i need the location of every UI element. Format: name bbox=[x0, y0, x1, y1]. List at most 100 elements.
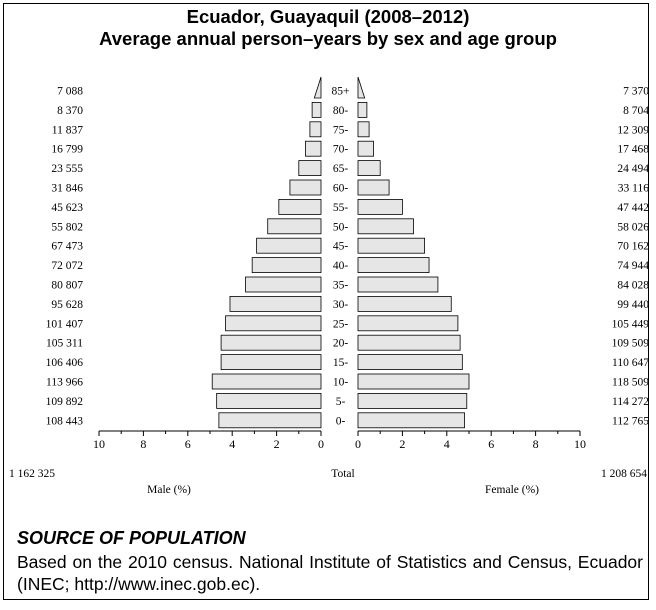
age-group-label: 15- bbox=[333, 357, 349, 369]
female-bar bbox=[357, 257, 430, 274]
chart-subtitle: Average annual person–years by sex and a… bbox=[99, 28, 557, 49]
female-bar bbox=[357, 392, 468, 409]
female-tick-label: 10 bbox=[574, 437, 586, 451]
female-count-label: 47 442 bbox=[617, 202, 649, 214]
male-count-label: 45 623 bbox=[51, 202, 83, 214]
male-count-label: 101 407 bbox=[46, 318, 84, 330]
age-group-label: 45- bbox=[333, 241, 349, 253]
female-count-label: 118 509 bbox=[612, 377, 649, 389]
male-bar bbox=[216, 392, 322, 409]
female-bar bbox=[357, 76, 366, 99]
male-axis-title: Male (%) bbox=[147, 484, 191, 496]
female-bar bbox=[357, 218, 414, 235]
female-count-label: 70 162 bbox=[617, 241, 649, 253]
age-group-label: 60- bbox=[333, 183, 349, 195]
female-count-label: 74 944 bbox=[617, 260, 649, 272]
female-count-label: 33 116 bbox=[618, 183, 649, 195]
male-count-label: 95 628 bbox=[51, 299, 83, 311]
male-bar bbox=[311, 102, 322, 118]
age-group-label: 35- bbox=[333, 280, 349, 292]
female-count-label: 105 449 bbox=[612, 318, 650, 330]
male-bar bbox=[267, 218, 322, 235]
male-count-label: 108 443 bbox=[46, 415, 84, 427]
male-count-label: 23 555 bbox=[51, 163, 83, 175]
female-bar bbox=[357, 102, 368, 118]
male-tick-label: 4 bbox=[229, 437, 235, 451]
female-count-label: 8 704 bbox=[623, 105, 649, 117]
male-count-label: 7 088 bbox=[57, 86, 83, 98]
age-group-label: 75- bbox=[333, 124, 349, 136]
male-bar bbox=[256, 237, 322, 254]
female-bar bbox=[357, 237, 425, 254]
male-bar bbox=[289, 179, 322, 196]
female-count-label: 58 026 bbox=[617, 221, 649, 233]
female-count-label: 112 765 bbox=[612, 415, 649, 427]
age-group-label: 50- bbox=[333, 221, 349, 233]
total-label: Total bbox=[331, 468, 354, 480]
female-count-label: 17 468 bbox=[617, 144, 649, 156]
female-tick-label: 0 bbox=[355, 437, 361, 451]
figure-frame bbox=[3, 3, 649, 600]
male-bar bbox=[313, 76, 322, 99]
age-group-label: 80- bbox=[333, 105, 349, 117]
male-tick-label: 0 bbox=[318, 437, 324, 451]
male-bar bbox=[211, 373, 322, 390]
female-bar bbox=[357, 160, 381, 177]
age-group-label: 0- bbox=[336, 415, 346, 427]
female-bar bbox=[357, 295, 452, 312]
source-heading: SOURCE OF POPULATION bbox=[17, 528, 246, 548]
male-count-label: 67 473 bbox=[51, 241, 83, 253]
male-count-label: 106 406 bbox=[46, 357, 84, 369]
female-bar bbox=[357, 315, 459, 332]
female-bar bbox=[357, 276, 439, 293]
source-text: Based on the 2010 census. National Insti… bbox=[17, 552, 643, 594]
male-tick-label: 2 bbox=[274, 437, 280, 451]
female-count-label: 114 272 bbox=[612, 396, 649, 408]
age-group-label: 20- bbox=[333, 338, 349, 350]
male-count-label: 16 799 bbox=[51, 144, 83, 156]
female-count-label: 12 309 bbox=[617, 124, 649, 136]
age-group-label: 70- bbox=[333, 144, 349, 156]
female-count-label: 24 494 bbox=[617, 163, 649, 175]
female-count-label: 110 647 bbox=[612, 357, 649, 369]
male-bar bbox=[278, 198, 322, 215]
male-tick-label: 10 bbox=[93, 437, 105, 451]
female-bar bbox=[357, 373, 470, 390]
male-count-label: 113 966 bbox=[46, 377, 83, 389]
female-tick-label: 2 bbox=[399, 437, 405, 451]
male-bar bbox=[309, 121, 322, 138]
female-bar bbox=[357, 179, 390, 196]
female-count-label: 99 440 bbox=[617, 299, 649, 311]
male-bar bbox=[305, 140, 322, 157]
male-tick-label: 8 bbox=[140, 437, 146, 451]
male-bar bbox=[298, 160, 322, 177]
female-bar bbox=[357, 121, 370, 138]
female-tick-label: 8 bbox=[533, 437, 539, 451]
age-group-label: 65- bbox=[333, 163, 349, 175]
male-count-label: 109 892 bbox=[46, 396, 84, 408]
male-count-label: 11 837 bbox=[52, 124, 83, 136]
age-group-label: 55- bbox=[333, 202, 349, 214]
age-group-label: 85+ bbox=[332, 86, 350, 98]
age-group-label: 25- bbox=[333, 318, 349, 330]
female-count-label: 7 370 bbox=[623, 86, 649, 98]
male-count-label: 31 846 bbox=[51, 183, 83, 195]
age-group-label: 30- bbox=[333, 299, 349, 311]
male-tick-label: 6 bbox=[185, 437, 191, 451]
male-bar bbox=[245, 276, 322, 293]
chart-title: Ecuador, Guayaquil (2008–2012) bbox=[186, 6, 470, 27]
male-count-label: 105 311 bbox=[46, 338, 83, 350]
male-bar bbox=[229, 295, 322, 312]
female-axis-title: Female (%) bbox=[485, 484, 539, 496]
male-bar bbox=[225, 315, 322, 332]
male-count-label: 55 802 bbox=[51, 221, 83, 233]
female-count-label: 84 028 bbox=[617, 280, 649, 292]
population-pyramid-chart: 0- 108 443 112 765 5- 109 892 114 272 10- 113 9… bbox=[9, 76, 650, 496]
female-bar bbox=[357, 412, 465, 429]
male-total-label: 1 162 325 bbox=[9, 468, 55, 480]
age-group-label: 10- bbox=[333, 377, 349, 389]
male-bar bbox=[251, 257, 322, 274]
male-count-label: 8 370 bbox=[57, 105, 83, 117]
female-bar bbox=[357, 334, 461, 351]
female-total-label: 1 208 654 bbox=[601, 468, 647, 480]
